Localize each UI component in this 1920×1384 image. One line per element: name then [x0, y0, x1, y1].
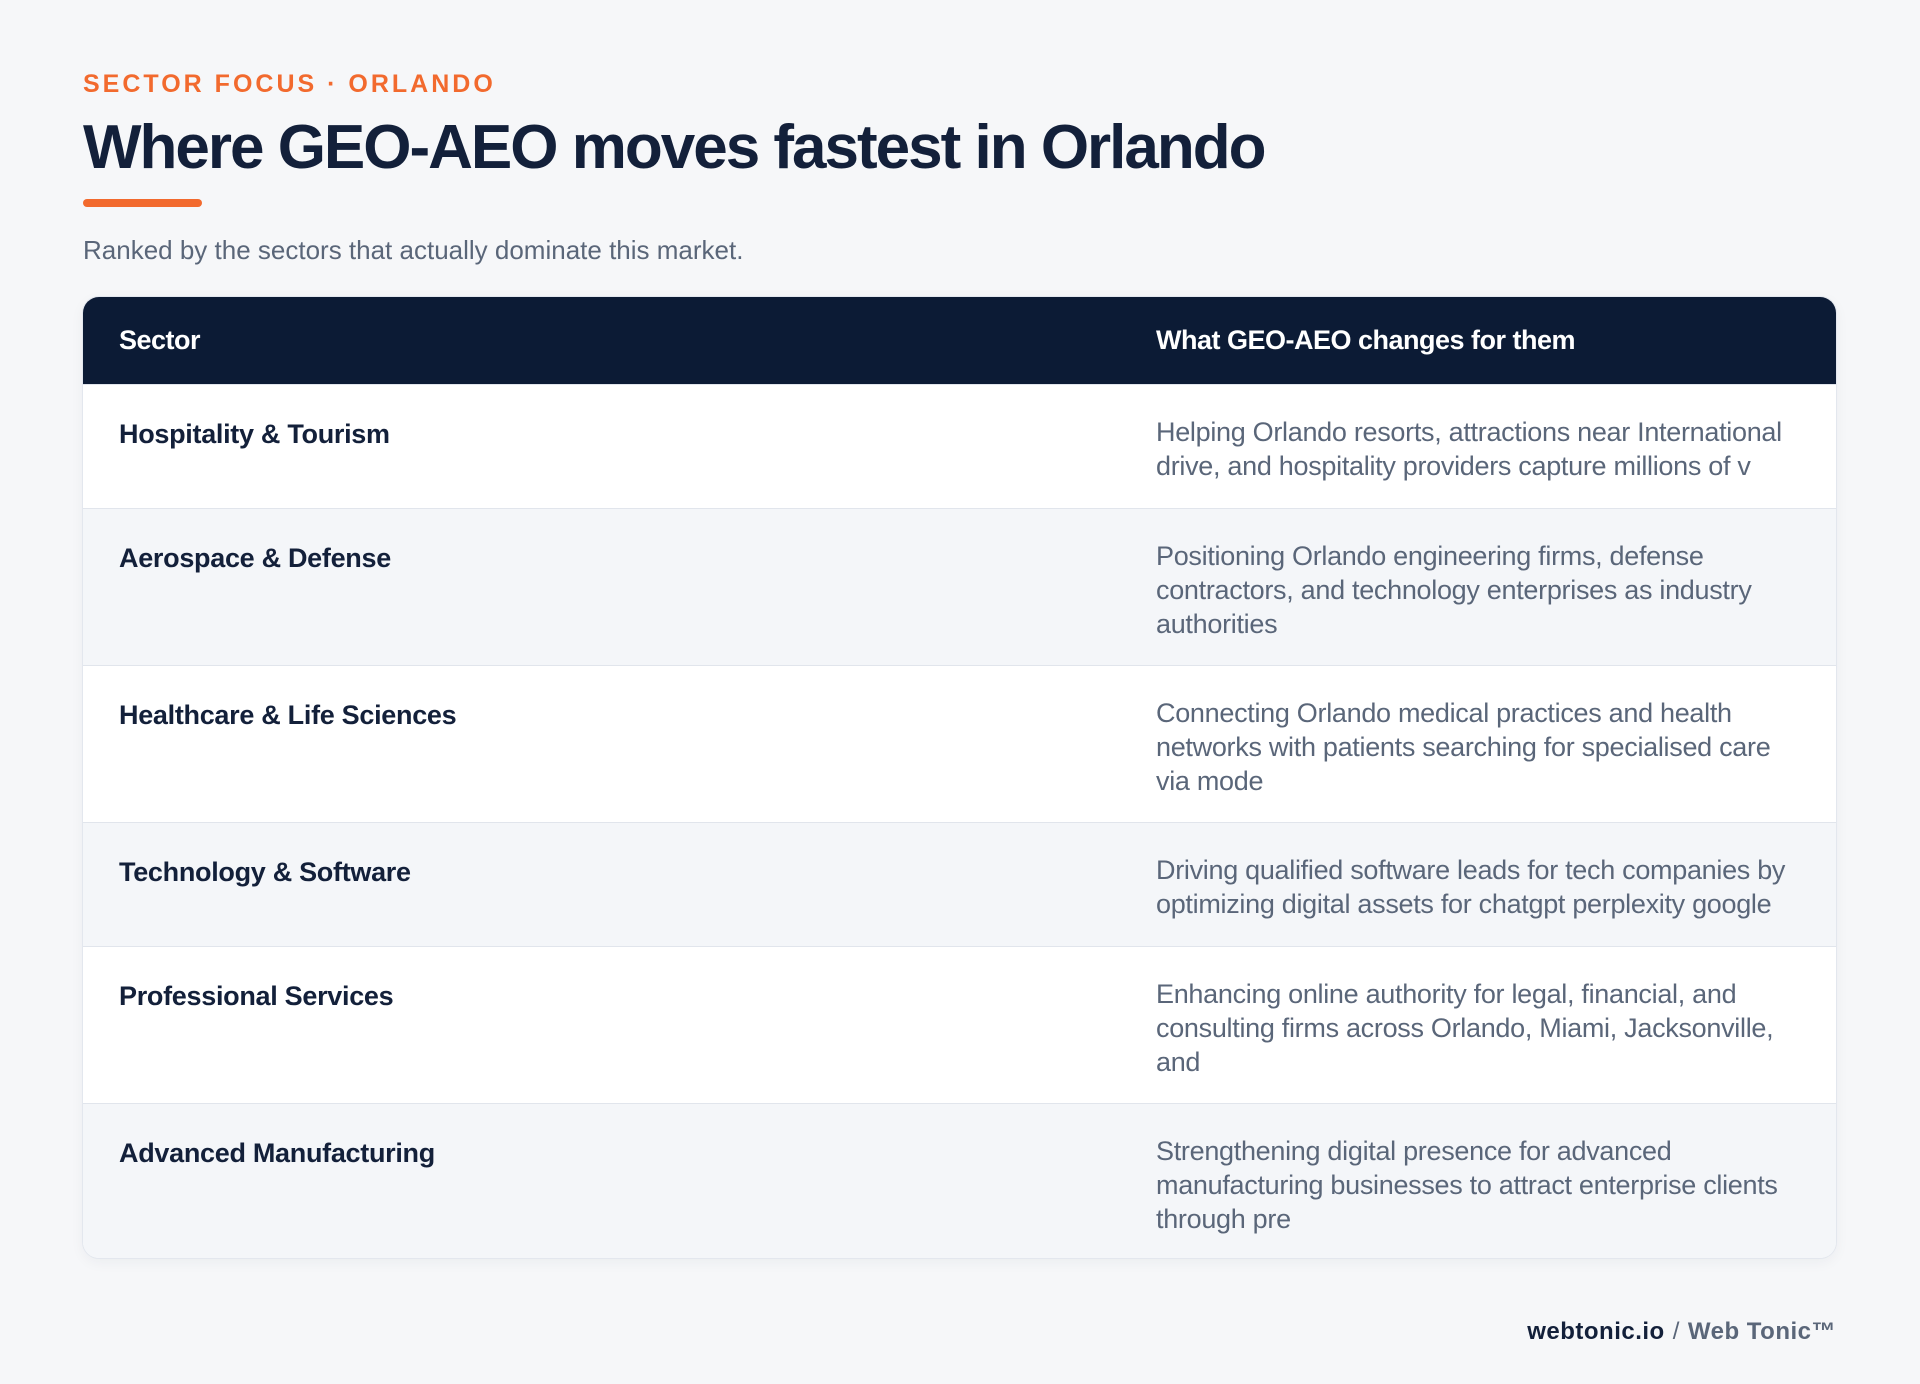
table-row: Aerospace & Defense Positioning Orlando …	[83, 508, 1836, 665]
sector-table: Sector What GEO-AEO changes for them Hos…	[83, 297, 1836, 1258]
footer-separator: /	[1672, 1318, 1680, 1345]
sector-change-description: Helping Orlando resorts, attractions nea…	[1156, 417, 1782, 481]
title-underline-accent	[83, 199, 202, 207]
sector-name: Advanced Manufacturing	[119, 1138, 435, 1168]
page-subtitle: Ranked by the sectors that actually domi…	[83, 235, 744, 265]
sector-change-description: Enhancing online authority for legal, fi…	[1156, 979, 1774, 1077]
footer-domain-link[interactable]: webtonic.io	[1527, 1318, 1665, 1345]
sector-change-description: Positioning Orlando engineering firms, d…	[1156, 541, 1752, 639]
sector-name: Professional Services	[119, 981, 394, 1011]
sector-change-description: Driving qualified software leads for tec…	[1156, 855, 1786, 919]
sector-name: Technology & Software	[119, 857, 411, 887]
sector-name: Aerospace & Defense	[119, 543, 391, 573]
sector-change-description: Connecting Orlando medical practices and…	[1156, 698, 1771, 796]
column-header-sector: Sector	[119, 325, 201, 355]
table-header: Sector What GEO-AEO changes for them	[83, 297, 1836, 384]
page-title: Where GEO-AEO moves fastest in Orlando	[83, 113, 1266, 182]
eyebrow-label: SECTOR FOCUS · ORLANDO	[83, 70, 496, 98]
sector-name: Healthcare & Life Sciences	[119, 700, 457, 730]
table-row: Professional Services Enhancing online a…	[83, 946, 1836, 1103]
column-header-changes: What GEO-AEO changes for them	[1156, 325, 1576, 355]
table-row: Healthcare & Life Sciences Connecting Or…	[83, 665, 1836, 822]
sector-change-description: Strengthening digital presence for advan…	[1156, 1136, 1778, 1234]
footer-brand: Web Tonic™	[1687, 1318, 1836, 1345]
footer-credit: webtonic.io / Web Tonic™	[1527, 1318, 1836, 1346]
table-row: Hospitality & Tourism Helping Orlando re…	[83, 384, 1836, 508]
table-row: Technology & Software Driving qualified …	[83, 822, 1836, 946]
sector-name: Hospitality & Tourism	[119, 419, 390, 449]
table-row: Advanced Manufacturing Strengthening dig…	[83, 1103, 1836, 1258]
